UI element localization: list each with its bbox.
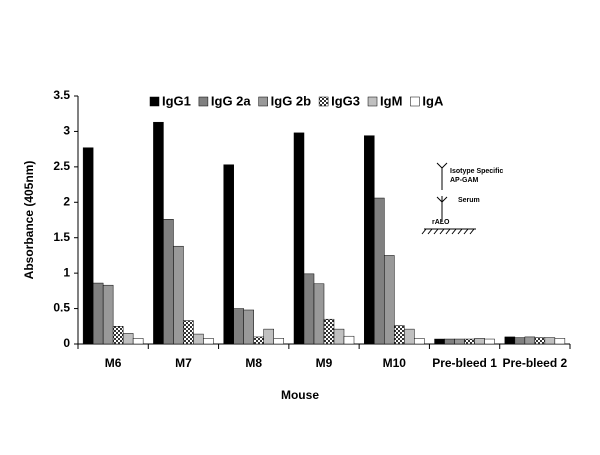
bar xyxy=(374,197,385,345)
legend-label: IgG 2a xyxy=(211,93,252,108)
bar xyxy=(464,338,475,345)
bar xyxy=(394,325,405,345)
y-tick-label: 2.5 xyxy=(53,159,70,173)
y-tick-label: 2 xyxy=(63,194,70,208)
legend-label: IgG 2b xyxy=(271,93,312,108)
bar xyxy=(303,273,315,345)
bar xyxy=(122,333,134,345)
y-tick-label: 0.5 xyxy=(53,301,70,315)
legend-label: IgG1 xyxy=(162,93,191,108)
bar xyxy=(534,337,546,345)
x-tick-label: Pre-bleed 2 xyxy=(502,356,568,370)
bar xyxy=(193,333,204,345)
legend-swatch xyxy=(367,96,378,107)
bar xyxy=(454,338,465,345)
bar xyxy=(153,121,164,345)
y-tick-label: 1 xyxy=(63,265,70,279)
bar xyxy=(504,336,516,345)
legend-swatch xyxy=(410,96,420,107)
annotation: Serum xyxy=(458,197,480,204)
legend-label: IgA xyxy=(422,93,444,108)
bar xyxy=(554,338,566,345)
bar xyxy=(203,338,214,345)
bar xyxy=(243,309,254,345)
bar xyxy=(323,318,335,345)
x-tick-label: M9 xyxy=(315,356,333,370)
bar xyxy=(173,245,184,345)
bar xyxy=(364,135,375,345)
annotation: AP-GAM xyxy=(450,177,479,184)
x-tick-label: M7 xyxy=(175,356,192,370)
bar xyxy=(313,283,325,345)
bar xyxy=(183,320,194,345)
bar xyxy=(514,337,526,345)
bar xyxy=(132,338,144,345)
x-tick-label: M6 xyxy=(104,356,122,370)
x-tick-label: Pre-bleed 1 xyxy=(432,356,497,370)
y-axis-label: Absorbance (405nm) xyxy=(22,161,36,280)
inset-diagram xyxy=(421,162,476,235)
legend-swatch xyxy=(258,96,268,107)
bar xyxy=(384,255,395,345)
bar xyxy=(112,326,124,345)
bar xyxy=(343,335,355,345)
bar xyxy=(102,284,114,345)
annotation: Isotype Specific xyxy=(450,168,503,175)
y-tick-label: 1.5 xyxy=(53,230,70,244)
bar xyxy=(263,328,274,345)
bar xyxy=(434,338,445,345)
bar xyxy=(544,337,556,345)
bar xyxy=(253,336,264,345)
legend-swatch xyxy=(318,96,329,107)
legend-label: IgM xyxy=(380,93,402,108)
x-tick-label: M10 xyxy=(382,356,406,370)
y-tick-label: 3 xyxy=(63,124,70,138)
bar xyxy=(82,147,94,345)
annotation: rALO xyxy=(432,219,450,226)
y-tick-label: 0 xyxy=(63,336,70,350)
bar xyxy=(163,219,174,345)
bar xyxy=(233,308,244,345)
y-tick-label: 3.5 xyxy=(53,88,70,102)
bar xyxy=(484,338,495,345)
bar xyxy=(404,328,415,345)
bar xyxy=(273,338,284,345)
bar xyxy=(293,132,305,345)
x-axis-label: Mouse xyxy=(281,388,319,402)
bar xyxy=(92,282,104,345)
legend-swatch xyxy=(149,96,160,107)
bar xyxy=(414,338,425,345)
bar xyxy=(444,338,455,345)
bar xyxy=(524,336,536,345)
legend-label: IgG3 xyxy=(331,93,360,108)
bar xyxy=(333,328,345,345)
legend-swatch xyxy=(198,96,209,107)
bar xyxy=(223,164,234,345)
x-tick-label: M8 xyxy=(245,356,263,370)
bar xyxy=(474,338,485,345)
